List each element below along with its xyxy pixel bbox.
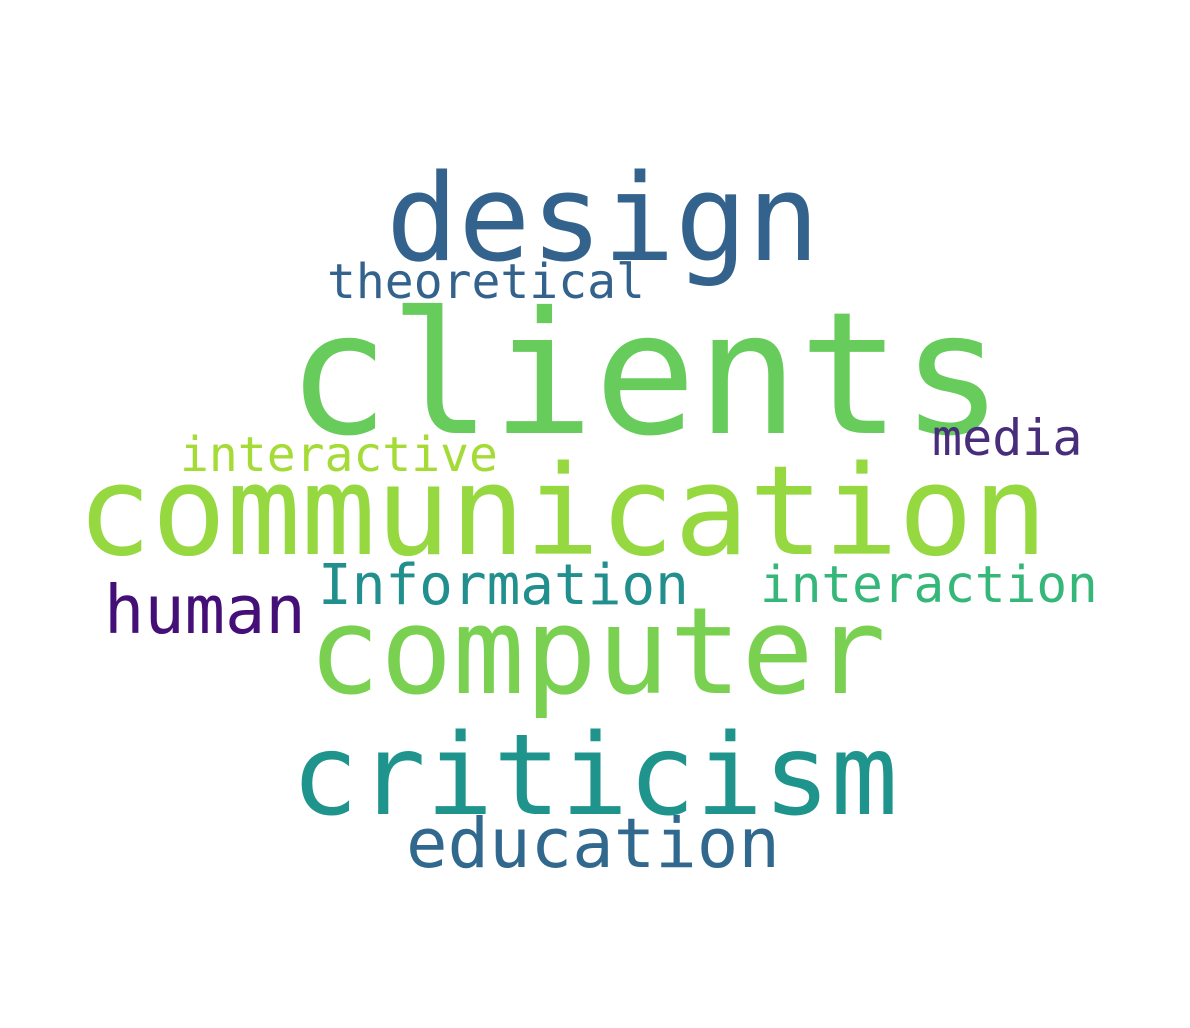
word-human: human [104, 571, 306, 649]
word-education: education [406, 804, 780, 884]
word-computer: computer [308, 583, 886, 722]
word-clients: clients [287, 276, 1004, 474]
word-criticism: criticism [291, 711, 898, 841]
word-information: Information [318, 553, 689, 618]
word-media: media [932, 409, 1083, 467]
word-design: design [386, 150, 820, 289]
word-interactive: interactive [180, 427, 498, 483]
word-interaction: interaction [760, 556, 1098, 615]
word-theoretical: theoretical [327, 254, 645, 310]
word-communication: communication [77, 440, 1048, 584]
